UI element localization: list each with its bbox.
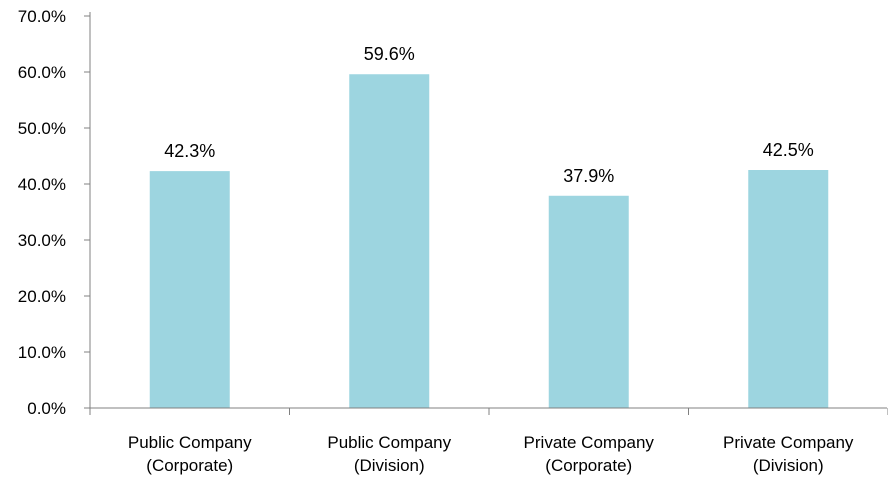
category-label-3: Private Company (Corporate)	[524, 433, 655, 475]
category-label-1: Public Company (Corporate)	[128, 433, 252, 475]
y-tick-label-2: 20.0%	[18, 287, 66, 306]
data-label-3: 37.9%	[563, 166, 614, 186]
y-tick-label-7: 70.0%	[18, 7, 66, 26]
bar-1	[149, 171, 230, 408]
bar-3	[548, 195, 629, 408]
category-label-1-line-2: (Corporate)	[146, 456, 233, 475]
bar-2	[349, 74, 430, 409]
category-label-4-line-2: (Division)	[753, 456, 824, 475]
labels-layer: 42.3% 59.6% 37.9% 42.5% 0.0% 10.0% 20.0% 30.0% 4…	[18, 7, 854, 475]
axes-layer	[84, 12, 888, 415]
y-tick-label-3: 30.0%	[18, 231, 66, 250]
y-tick-label-0: 0.0%	[27, 399, 66, 418]
category-label-4-line-1: Private Company	[723, 433, 854, 452]
category-label-3-line-1: Private Company	[524, 433, 655, 452]
category-label-3-line-2: (Corporate)	[545, 456, 632, 475]
data-label-2: 59.6%	[364, 44, 415, 64]
y-tick-label-5: 50.0%	[18, 119, 66, 138]
data-label-4: 42.5%	[763, 140, 814, 160]
y-tick-label-4: 40.0%	[18, 175, 66, 194]
category-label-2-line-1: Public Company	[327, 433, 451, 452]
category-label-2: Public Company (Division)	[327, 433, 451, 475]
bars-layer	[149, 74, 829, 409]
y-tick-label-6: 60.0%	[18, 63, 66, 82]
data-label-1: 42.3%	[164, 141, 215, 161]
category-label-2-line-2: (Division)	[354, 456, 425, 475]
category-label-1-line-1: Public Company	[128, 433, 252, 452]
y-tick-label-1: 10.0%	[18, 343, 66, 362]
category-label-4: Private Company (Division)	[723, 433, 854, 475]
bar-4	[748, 170, 829, 408]
